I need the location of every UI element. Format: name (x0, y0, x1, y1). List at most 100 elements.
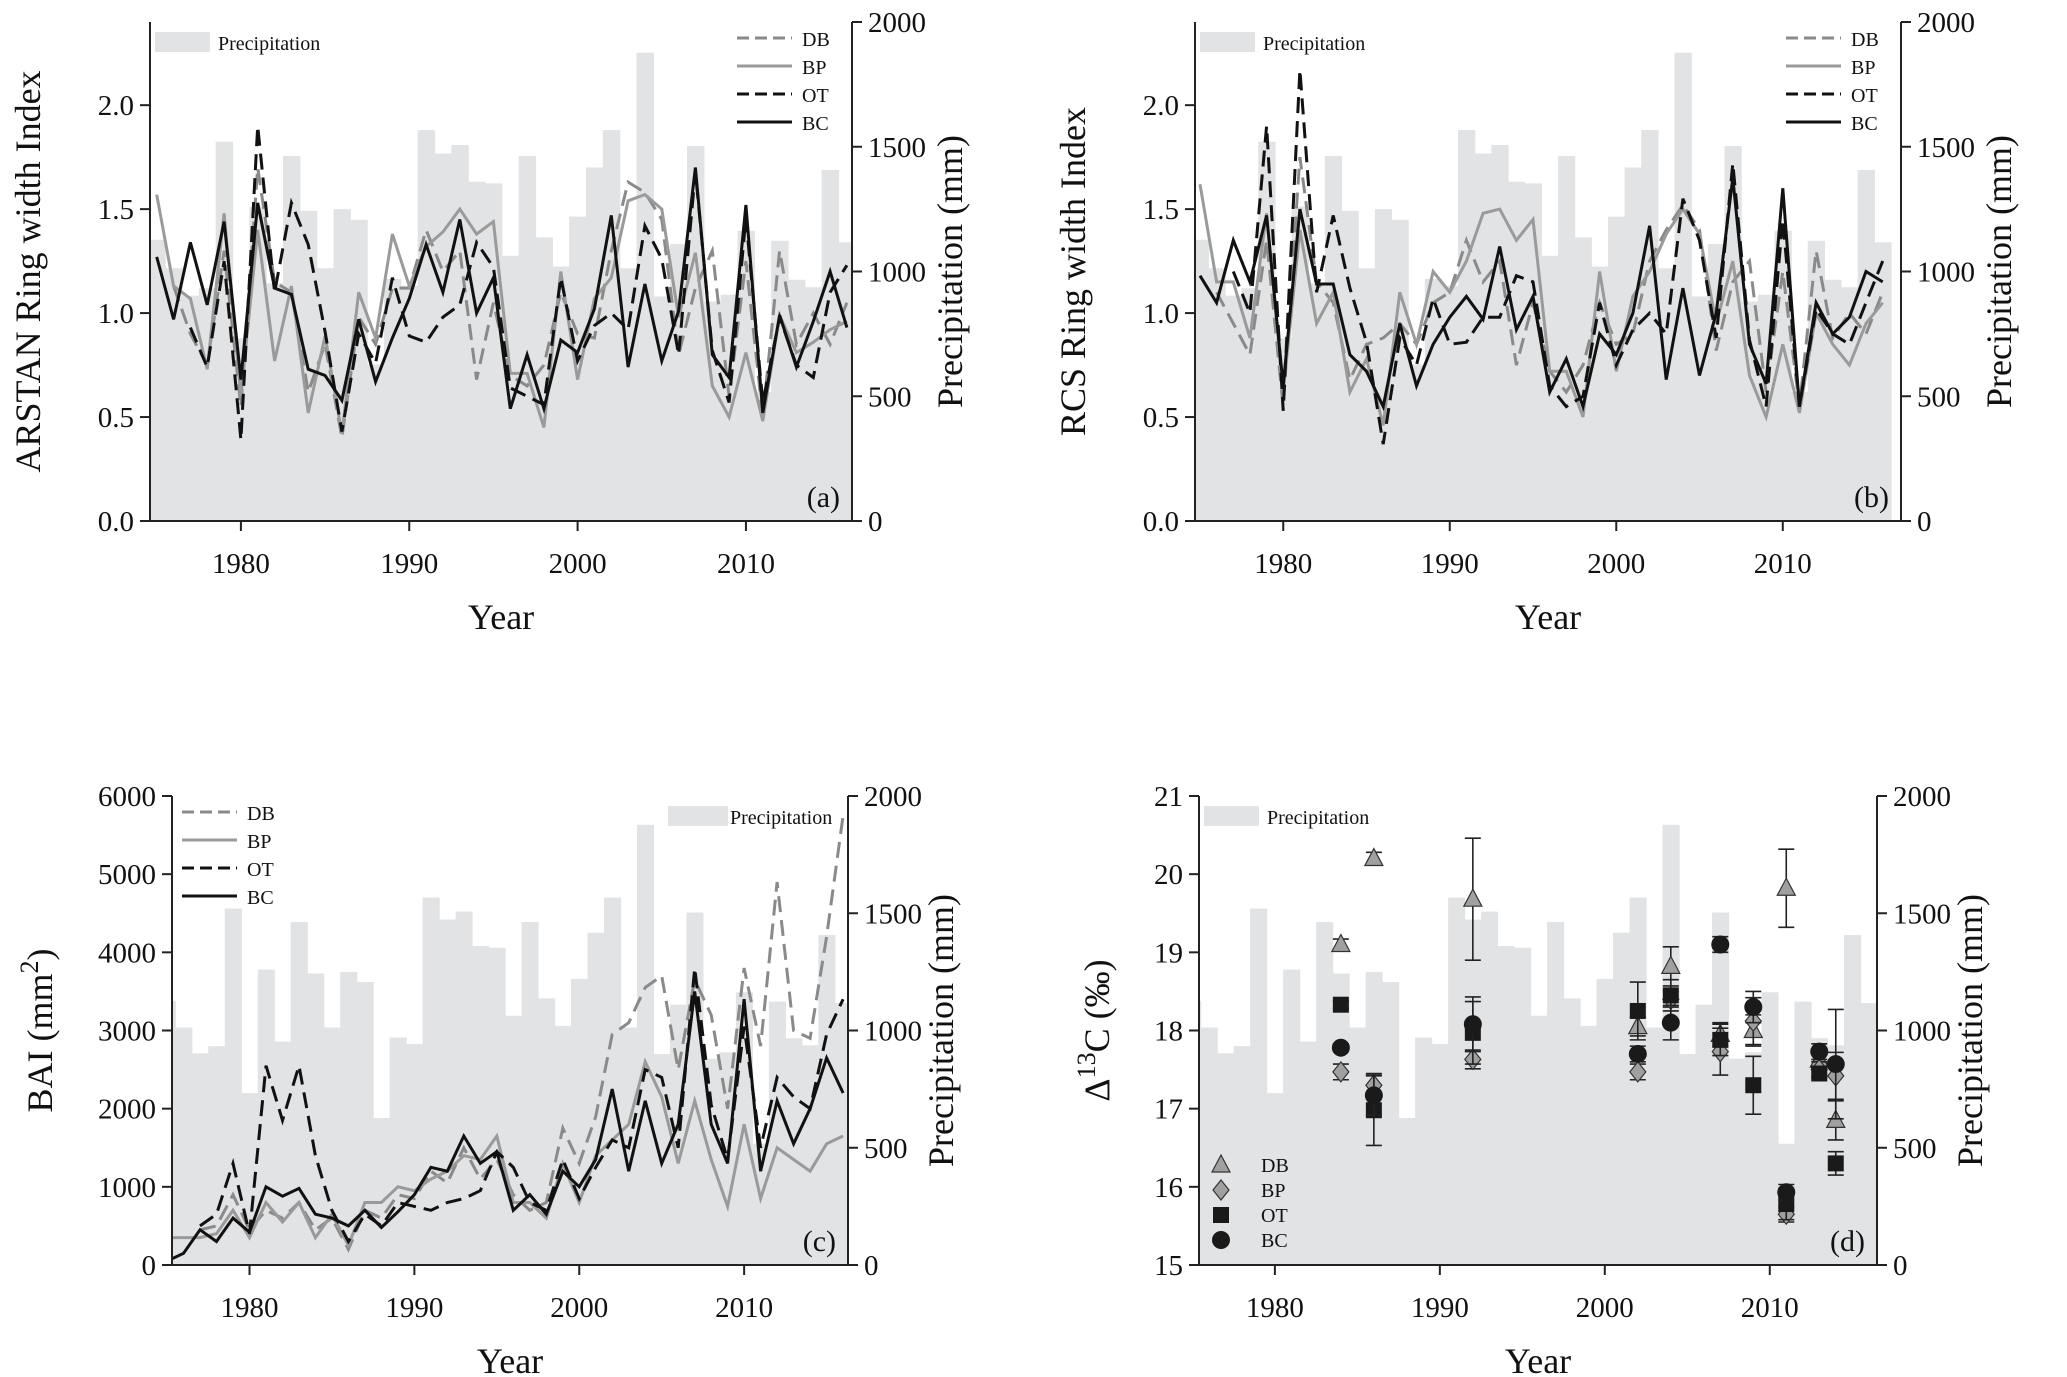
data-point-BC (1661, 1013, 1680, 1032)
precip-bar (1563, 998, 1581, 1265)
precip-bar (1624, 167, 1642, 521)
precipitation-bars (1199, 824, 1877, 1265)
precip-bar (1349, 1027, 1367, 1265)
y-axis-title: BAI (mm2) (15, 949, 60, 1113)
y2-axis-title: Precipitation (mm) (1979, 135, 2019, 408)
precip-bar (838, 242, 852, 521)
panel-label: (c) (803, 1225, 836, 1258)
precip-bar (406, 1043, 424, 1265)
data-point-OT (1745, 1077, 1762, 1094)
precip-bar (801, 1045, 819, 1265)
data-point-OT (1811, 1065, 1828, 1082)
legend-precip-label: Precipitation (1263, 33, 1365, 55)
legend: Precipitation DB BP OT BC (155, 29, 830, 135)
precip-bar (834, 1003, 848, 1265)
data-point-BC (1744, 998, 1763, 1017)
panel-d: 1980 1990 2000 2010 15 16 17 18 19 20 21 0 500 1000 15… (1072, 781, 1990, 1377)
precip-bar (1724, 146, 1742, 521)
x-tick-label: 2010 (1754, 548, 1812, 580)
y-axis-title: Δ13C (‰) (1072, 959, 1117, 1101)
data-point-OT (1827, 1155, 1844, 1172)
x-tick-label: 1980 (1254, 548, 1312, 580)
panel-label: (a) (807, 481, 840, 514)
x-axis-title: Year (477, 1341, 543, 1377)
x-tick-label: 1990 (1421, 548, 1479, 580)
precip-bar (451, 145, 469, 521)
precip-bar (1794, 1001, 1812, 1265)
x-axis-title: Year (1505, 1341, 1571, 1377)
legend: Precipitation DB BP OT BC (182, 803, 832, 909)
series-line-BC (155, 167, 849, 415)
precip-bar (1474, 153, 1492, 521)
legend-label-BC: BC (247, 887, 274, 909)
legend-label-OT: OT (1851, 85, 1878, 107)
y-tick-label: 1.5 (98, 194, 134, 226)
y-tick-label: 21 (1154, 781, 1183, 813)
data-point-BC (1826, 1055, 1845, 1074)
precip-bar (1448, 897, 1466, 1265)
y2-tick-label: 0 (1917, 506, 1932, 538)
legend-marker-OT (1213, 1207, 1229, 1223)
precip-bar (1195, 239, 1209, 521)
legend: Precipitation DB BP OT BC (1204, 806, 1369, 1252)
y-axis-title: RCS Ring width Index (1053, 107, 1093, 436)
precip-bar (1728, 1058, 1746, 1265)
precip-bar (1199, 1000, 1202, 1265)
legend-precip-swatch (155, 32, 210, 52)
precip-bar (587, 932, 605, 1265)
precip-bar (1530, 1015, 1548, 1265)
y2-tick-label: 1500 (1917, 132, 1975, 164)
precip-bar (569, 216, 587, 521)
y-tick-label: 2000 (98, 1094, 156, 1126)
precip-bar (1508, 181, 1526, 521)
precip-bar (1662, 824, 1680, 1265)
y-axis-title: ARSTAN Ring width Index (8, 70, 48, 472)
precip-bar (1299, 1041, 1317, 1265)
precip-bar (1408, 364, 1426, 521)
precip-bar (818, 935, 836, 1265)
precip-bar (501, 255, 520, 521)
precip-bar (400, 285, 419, 521)
precip-bar (1580, 1025, 1598, 1265)
precip-bar (290, 921, 308, 1265)
precip-bar (1316, 921, 1334, 1265)
y-axis-title-superscript: 2 (15, 961, 44, 974)
y-tick-label: 17 (1154, 1094, 1183, 1126)
data-point-BC (1463, 1015, 1482, 1034)
data-point-OT (1662, 987, 1679, 1004)
precip-bar (1308, 283, 1326, 521)
y-tick-label: 0.0 (1143, 506, 1179, 538)
y2-tick-label: 0 (864, 1250, 879, 1282)
precip-bar (191, 1053, 209, 1265)
y-axis-title-end: ) (20, 949, 60, 961)
series-group (172, 815, 845, 1261)
y-tick-label: 16 (1154, 1172, 1183, 1204)
series-line-OT (189, 125, 849, 441)
precip-bar (1841, 287, 1859, 521)
precip-bar (1679, 1053, 1697, 1265)
y-tick-label: 0 (142, 1250, 157, 1282)
data-point-DB (1776, 876, 1797, 896)
precip-bar (586, 167, 604, 521)
precip-bar (687, 146, 705, 521)
precip-bar (1641, 130, 1659, 521)
precip-bar (367, 364, 385, 521)
y-axis-title-text: BAI (mm (20, 974, 60, 1113)
precip-bar (384, 278, 402, 521)
y-tick-label: 3000 (98, 1016, 156, 1048)
data-point-BC (1628, 1044, 1647, 1063)
panel-c: 1980 1990 2000 2010010002000300040005000600… (15, 781, 961, 1377)
y-tick-label: 1.0 (98, 298, 134, 330)
y2-axis-title: Precipitation (mm) (930, 135, 970, 408)
series-group (1198, 69, 1885, 445)
data-point-BC (1777, 1183, 1796, 1202)
precip-bar (165, 268, 183, 521)
precip-bar (1791, 392, 1809, 521)
precip-bar (181, 295, 200, 521)
y-tick-label: 1.5 (1143, 194, 1179, 226)
legend-precip-label: Precipitation (730, 807, 832, 829)
data-point-OT (1712, 1031, 1729, 1048)
y-tick-label: 1000 (98, 1172, 156, 1204)
precip-bar (208, 1046, 226, 1265)
y2-tick-label: 1000 (1893, 1016, 1951, 1048)
